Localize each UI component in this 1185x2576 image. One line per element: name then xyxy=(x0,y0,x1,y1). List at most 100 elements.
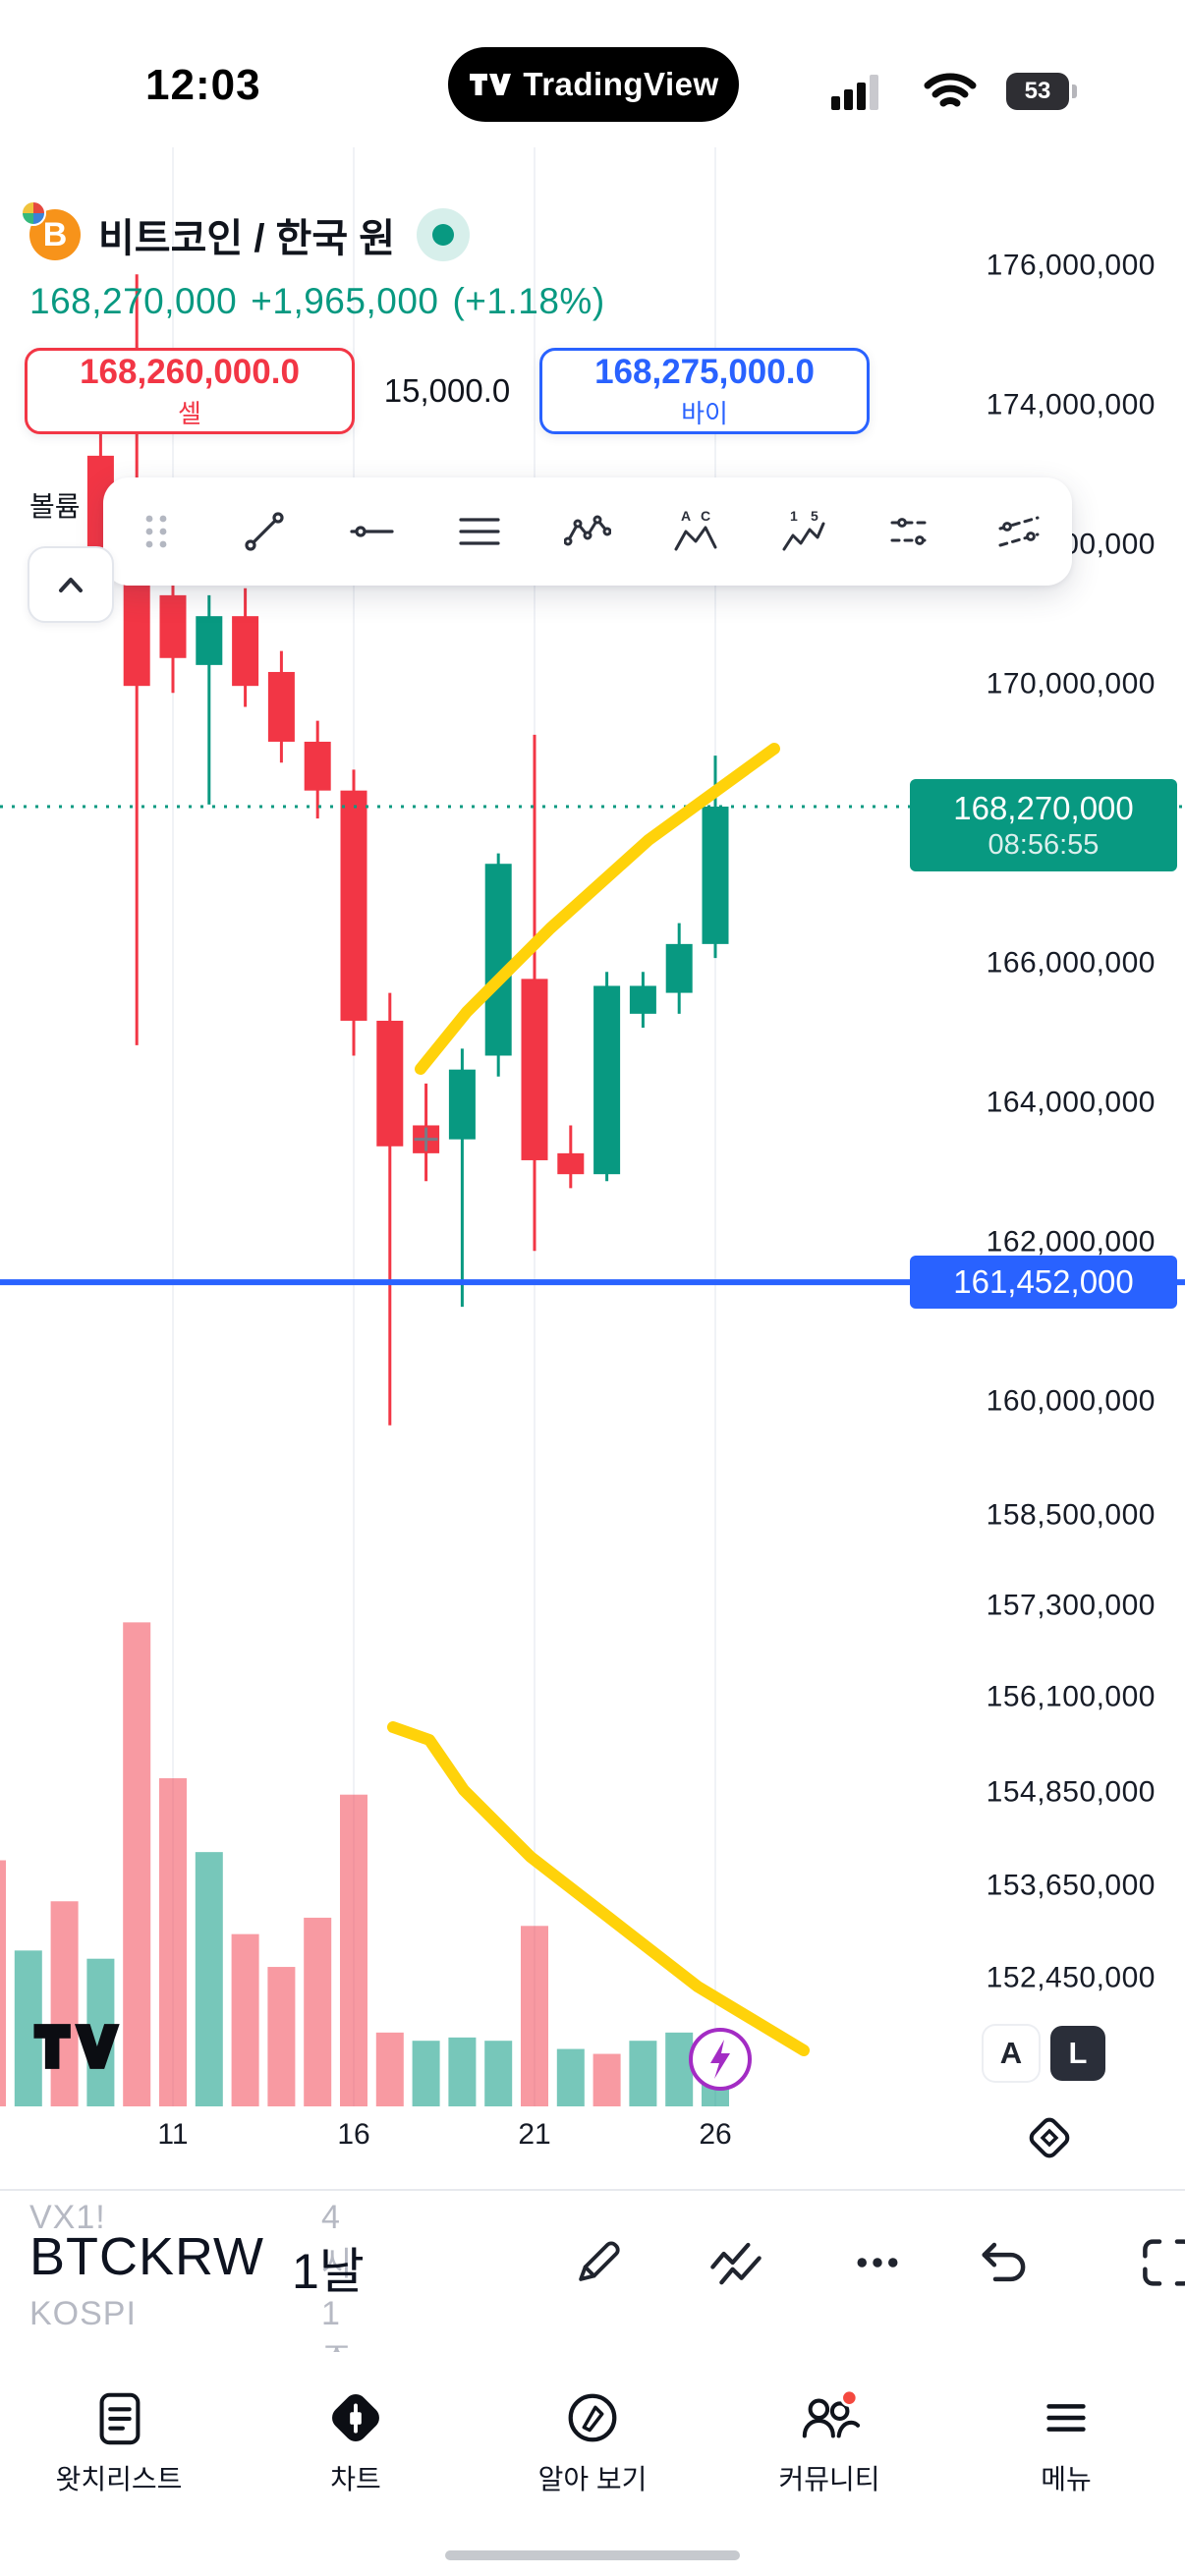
drag-handle-icon[interactable] xyxy=(125,500,188,563)
sell-price: 168,260,000.0 xyxy=(80,352,300,391)
prev-interval: 4시 xyxy=(321,2199,354,2283)
next-symbol: KOSPI xyxy=(29,2295,137,2332)
symbol-legend[interactable]: B 비트코인 / 한국 원 xyxy=(21,200,471,263)
auto-scale-label: A xyxy=(999,2036,1023,2070)
date-axis-label: 26 xyxy=(699,2118,732,2151)
level-price-badge: 161,452,000 xyxy=(910,1256,1177,1310)
elliott-wave-tool-icon[interactable]: 1 5 xyxy=(772,500,835,563)
date-axis-label: 21 xyxy=(518,2118,551,2151)
draw-tool-button[interactable] xyxy=(571,2236,624,2289)
current-interval[interactable]: 1날 xyxy=(292,2244,365,2299)
svg-text:5: 5 xyxy=(811,508,818,524)
price-axis-label: 158,500,000 xyxy=(986,1498,1156,1532)
auto-scale-button[interactable]: A xyxy=(984,2026,1039,2081)
bottom-navigation: 왓치리스트 차트 알아 보기 xyxy=(0,2352,1185,2576)
drawing-toolbar: A C 1 5 xyxy=(103,477,1072,586)
horizontal-lines-tool-icon[interactable] xyxy=(448,500,511,563)
wifi-icon xyxy=(924,73,977,107)
log-scale-button[interactable]: L xyxy=(1050,2026,1105,2081)
nav-watchlist-label: 왓치리스트 xyxy=(55,2464,183,2494)
price-axis-label: 162,000,000 xyxy=(986,1225,1156,1259)
bottom-sheet: VX1! 4시 BTCKRW 1날 KOSPI 1주 xyxy=(0,2189,1185,2576)
xabcd-pattern-tool-icon[interactable]: A C xyxy=(664,500,727,563)
horizontal-ray-tool-icon[interactable] xyxy=(341,500,404,563)
nav-watchlist[interactable]: 왓치리스트 xyxy=(11,2387,227,2497)
volume-pane-label: 볼륨 xyxy=(29,491,81,522)
log-scale-label: L xyxy=(1068,2036,1088,2070)
nav-menu-label: 메뉴 xyxy=(1041,2464,1092,2494)
sell-label: 셀 xyxy=(178,398,201,428)
battery-level: 53 xyxy=(1024,78,1051,104)
tradingview-logo-icon xyxy=(470,74,512,95)
community-icon xyxy=(802,2388,860,2438)
date-axis-label: 11 xyxy=(157,2118,189,2151)
svg-text:1: 1 xyxy=(790,508,798,524)
price-axis-label: 170,000,000 xyxy=(986,667,1156,700)
nav-menu[interactable]: 메뉴 xyxy=(958,2387,1174,2497)
price-axis-label: 157,300,000 xyxy=(986,1589,1156,1622)
price-axis-label: 160,000,000 xyxy=(986,1384,1156,1418)
svg-text:C: C xyxy=(701,508,710,524)
battery-icon: 53 xyxy=(1006,73,1077,110)
collapse-panel-button[interactable] xyxy=(28,546,114,623)
parallel-channel-tool-icon[interactable] xyxy=(879,500,942,563)
nav-chart-label: 차트 xyxy=(330,2464,381,2494)
nav-community[interactable]: 커뮤니티 xyxy=(721,2387,937,2497)
watchlist-icon xyxy=(99,2392,141,2445)
current-symbol[interactable]: BTCKRW xyxy=(29,2227,265,2286)
last-price-badge: 168,270,000 08:56:55 xyxy=(910,779,1177,871)
bar-countdown: 08:56:55 xyxy=(988,828,1100,861)
status-activity-pill[interactable]: TradingView xyxy=(448,47,739,122)
symbol-row-previous[interactable]: VX1! 4시 xyxy=(29,2199,352,2283)
cellular-signal-icon xyxy=(831,75,878,110)
prev-symbol: VX1! xyxy=(29,2199,106,2236)
price-axis-label: 156,100,000 xyxy=(986,1680,1156,1713)
market-status-icon xyxy=(417,208,471,261)
last-price-value: 168,270,000 xyxy=(953,789,1134,826)
pattern-tool-icon[interactable] xyxy=(556,500,619,563)
tradingview-watermark-icon xyxy=(33,2024,120,2069)
svg-text:A: A xyxy=(681,508,691,524)
home-indicator[interactable] xyxy=(445,2550,740,2560)
price-axis-label: 166,000,000 xyxy=(986,946,1156,980)
buy-button[interactable]: 168,275,000.0 바이 xyxy=(539,348,870,434)
fullscreen-button[interactable] xyxy=(1142,2236,1185,2289)
trend-line-tool-icon[interactable] xyxy=(233,500,296,563)
price-change-percent: (+1.18%) xyxy=(452,281,605,321)
price-axis-label: 174,000,000 xyxy=(986,388,1156,421)
sell-button[interactable]: 168,260,000.0 셀 xyxy=(25,348,355,434)
indicators-button[interactable] xyxy=(709,2236,762,2289)
undo-button[interactable] xyxy=(978,2236,1031,2289)
buy-label: 바이 xyxy=(681,398,728,428)
lightning-button[interactable] xyxy=(687,2026,754,2093)
object-tree-button[interactable] xyxy=(1022,2110,1077,2165)
more-options-button[interactable] xyxy=(851,2236,904,2289)
date-axis-label: 16 xyxy=(337,2118,370,2151)
disjoint-channel-tool-icon[interactable] xyxy=(988,500,1050,563)
nav-community-label: 커뮤니티 xyxy=(778,2464,880,2494)
chevron-up-icon xyxy=(59,578,83,592)
price-change: +1,965,000 xyxy=(251,281,439,321)
compass-icon xyxy=(568,2393,617,2442)
price-summary: 168,270,000 +1,965,000 (+1.18%) xyxy=(29,281,605,322)
last-price: 168,270,000 xyxy=(29,281,238,321)
nav-discover[interactable]: 알아 보기 xyxy=(484,2387,701,2497)
buy-price: 168,275,000.0 xyxy=(594,352,815,391)
price-axis-label: 152,450,000 xyxy=(986,1961,1156,1994)
bitcoin-icon: B xyxy=(21,200,81,260)
price-axis-label: 154,850,000 xyxy=(986,1775,1156,1809)
menu-icon xyxy=(1046,2404,1086,2432)
nav-discover-label: 알아 보기 xyxy=(537,2464,648,2494)
nav-chart[interactable]: 차트 xyxy=(248,2387,464,2497)
chart-icon xyxy=(332,2394,379,2441)
price-axis-label: 153,650,000 xyxy=(986,1869,1156,1902)
level-price-value: 161,452,000 xyxy=(953,1263,1134,1301)
symbol-row-next[interactable]: KOSPI 1주 xyxy=(29,2295,352,2380)
price-axis-label: 176,000,000 xyxy=(986,249,1156,282)
notification-dot xyxy=(840,2388,859,2407)
symbol-title: 비트코인 / 한국 원 xyxy=(98,217,396,260)
spread-value: 15,000.0 xyxy=(383,372,511,409)
status-pill-label: TradingView xyxy=(523,66,719,102)
